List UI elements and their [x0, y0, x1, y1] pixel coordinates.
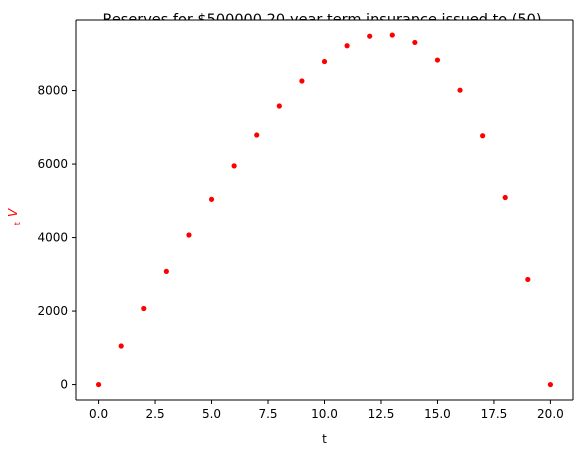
y-tick-label: 6000	[37, 157, 68, 171]
x-tick-label: 10.0	[311, 407, 338, 421]
x-tick-label: 2.5	[146, 407, 165, 421]
data-point	[547, 381, 554, 388]
x-axis-label: t	[322, 432, 327, 446]
y-tick-label: 4000	[37, 231, 68, 245]
x-tick-label: 0.0	[89, 407, 108, 421]
data-point	[231, 163, 237, 169]
data-point	[141, 305, 147, 312]
data-point	[525, 276, 531, 283]
x-tick-label: 17.5	[481, 407, 508, 421]
plot-area	[76, 20, 573, 400]
data-points	[95, 32, 554, 388]
y-axis-ticks: 0 2000 4000 6000 8000	[37, 84, 76, 392]
y-tick-label: 2000	[37, 304, 68, 318]
data-point	[95, 381, 102, 388]
data-point	[208, 196, 215, 202]
x-axis-ticks: 0.0 2.5 5.0 7.5 10.0 12.5 15.0 17.5 20.0	[89, 400, 564, 421]
y-axis-label-subscript: t	[13, 222, 22, 225]
x-tick-label: 12.5	[368, 407, 395, 421]
x-tick-label: 15.0	[424, 407, 451, 421]
data-point	[480, 133, 486, 139]
data-point	[367, 33, 373, 39]
data-point	[457, 87, 463, 93]
y-tick-label: 0	[60, 378, 68, 392]
data-point	[344, 43, 350, 49]
data-point	[299, 78, 305, 84]
data-point	[502, 194, 508, 201]
y-tick-label: 8000	[37, 84, 68, 98]
x-tick-label: 20.0	[537, 407, 564, 421]
y-axis-label: t V	[5, 208, 24, 225]
data-point	[321, 58, 328, 65]
data-point	[389, 32, 395, 38]
data-point	[118, 343, 124, 349]
y-axis-label-main: V	[6, 208, 20, 217]
x-tick-label: 7.5	[258, 407, 277, 421]
data-point	[276, 103, 282, 109]
data-point	[254, 132, 260, 138]
x-tick-label: 5.0	[202, 407, 221, 421]
data-point	[163, 268, 169, 274]
data-point	[434, 57, 441, 63]
data-point	[412, 39, 418, 46]
data-point	[186, 232, 192, 238]
